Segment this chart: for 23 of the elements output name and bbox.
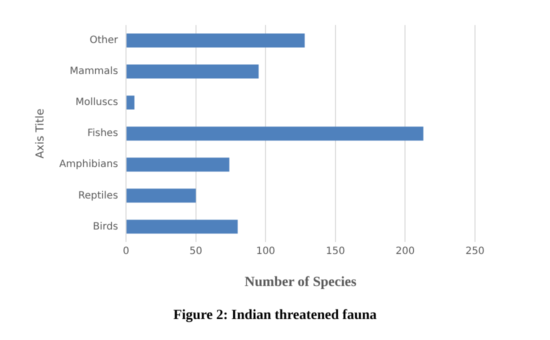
caption: Figure 2: Indian threatened fauna	[172, 308, 378, 324]
bar	[126, 34, 305, 48]
bar	[126, 96, 134, 110]
y-axis-title: Axis Title	[33, 108, 46, 159]
bar	[126, 158, 230, 172]
x-tick-label: 150	[326, 246, 345, 257]
x-tick-label: 250	[465, 246, 485, 257]
x-tick-label: 50	[189, 246, 202, 257]
bar	[126, 64, 259, 79]
y-tick-label: Amphibians	[59, 159, 118, 170]
y-tick-label: Birds	[92, 221, 118, 232]
y-tick-label: Reptiles	[78, 190, 118, 202]
bar	[126, 220, 238, 234]
y-tick-label: Mammals	[70, 66, 118, 78]
x-tick-label: 0	[122, 246, 130, 257]
bar	[126, 126, 424, 141]
x-tick-label: 200	[396, 246, 415, 257]
y-tick-label: Other	[90, 35, 119, 46]
x-tick-label: 100	[256, 246, 276, 257]
y-tick-label: Molluscs	[75, 97, 118, 108]
x-axis-title: Number of Species	[244, 275, 357, 290]
bar	[126, 188, 196, 203]
y-tick-label: Fishes	[87, 128, 118, 140]
